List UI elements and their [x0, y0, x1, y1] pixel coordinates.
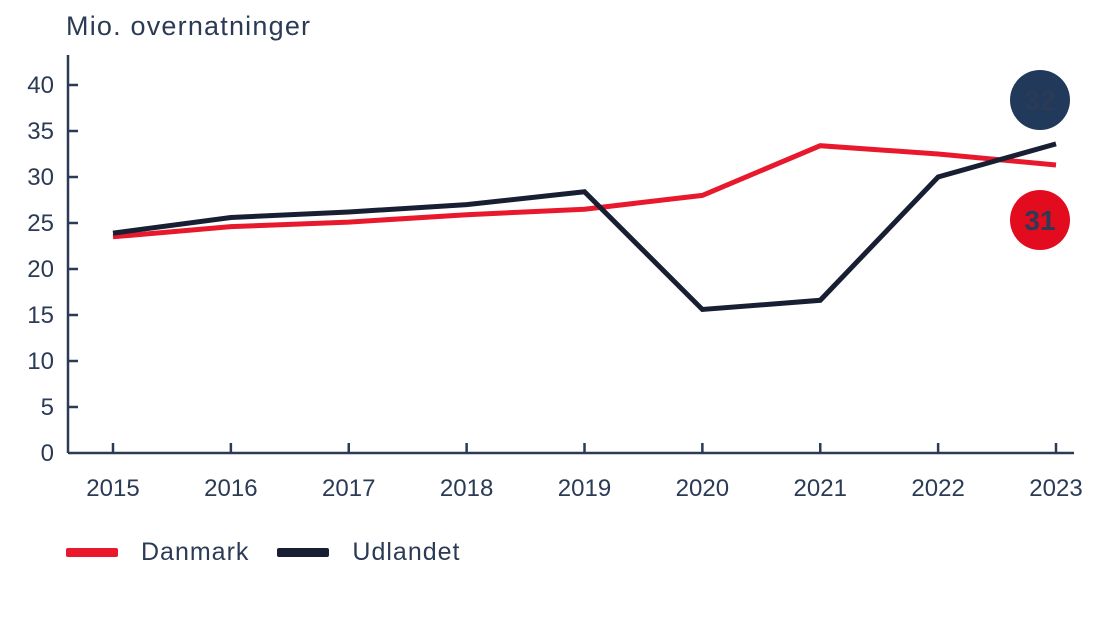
- x-tick-label: 2022: [911, 475, 964, 502]
- y-tick-label: 30: [27, 164, 54, 191]
- x-tick-label: 2018: [440, 475, 493, 502]
- y-tick-label: 5: [41, 394, 54, 421]
- y-tick-label: 25: [27, 210, 54, 237]
- danmark-line: [112, 143, 1057, 240]
- udlandet-line-swatch: [277, 548, 330, 557]
- udlandet-value-badge: [1010, 70, 1070, 130]
- legend-label-udlandet: Udlandet: [352, 538, 461, 566]
- x-tick-label: 2020: [676, 475, 729, 502]
- udlandet-line: [112, 141, 1057, 313]
- x-tick-label: 2021: [794, 475, 847, 502]
- y-tick-label: 40: [27, 72, 54, 99]
- udlandet-value-badge-label: 32: [1024, 85, 1055, 116]
- legend-item-danmark: Danmark: [66, 538, 249, 567]
- y-tick-label: 35: [27, 118, 54, 145]
- danmark-value-badge-label: 31: [1024, 205, 1055, 236]
- x-tick-label: 2015: [86, 475, 139, 502]
- y-tick-label: 10: [27, 348, 54, 375]
- legend-item-udlandet: Udlandet: [277, 538, 460, 567]
- legend: Danmark Udlandet: [66, 538, 461, 567]
- x-tick-label: 2023: [1029, 475, 1082, 502]
- chart-title: Mio. overnatninger: [66, 11, 312, 41]
- danmark-line-swatch: [66, 548, 118, 557]
- y-tick-label: 15: [27, 302, 54, 329]
- x-tick-label: 2019: [558, 475, 611, 502]
- y-tick-label: 0: [41, 440, 54, 467]
- legend-label-danmark: Danmark: [141, 538, 250, 566]
- x-tick-label: 2017: [322, 475, 375, 502]
- line-chart: 0 5 10 15 20 25 30 35 40 2015 2016 2017 2018 2019 2020…: [27, 55, 1083, 502]
- x-tick-label: 2016: [204, 475, 257, 502]
- danmark-value-badge: [1010, 190, 1070, 250]
- y-tick-label: 20: [27, 256, 54, 283]
